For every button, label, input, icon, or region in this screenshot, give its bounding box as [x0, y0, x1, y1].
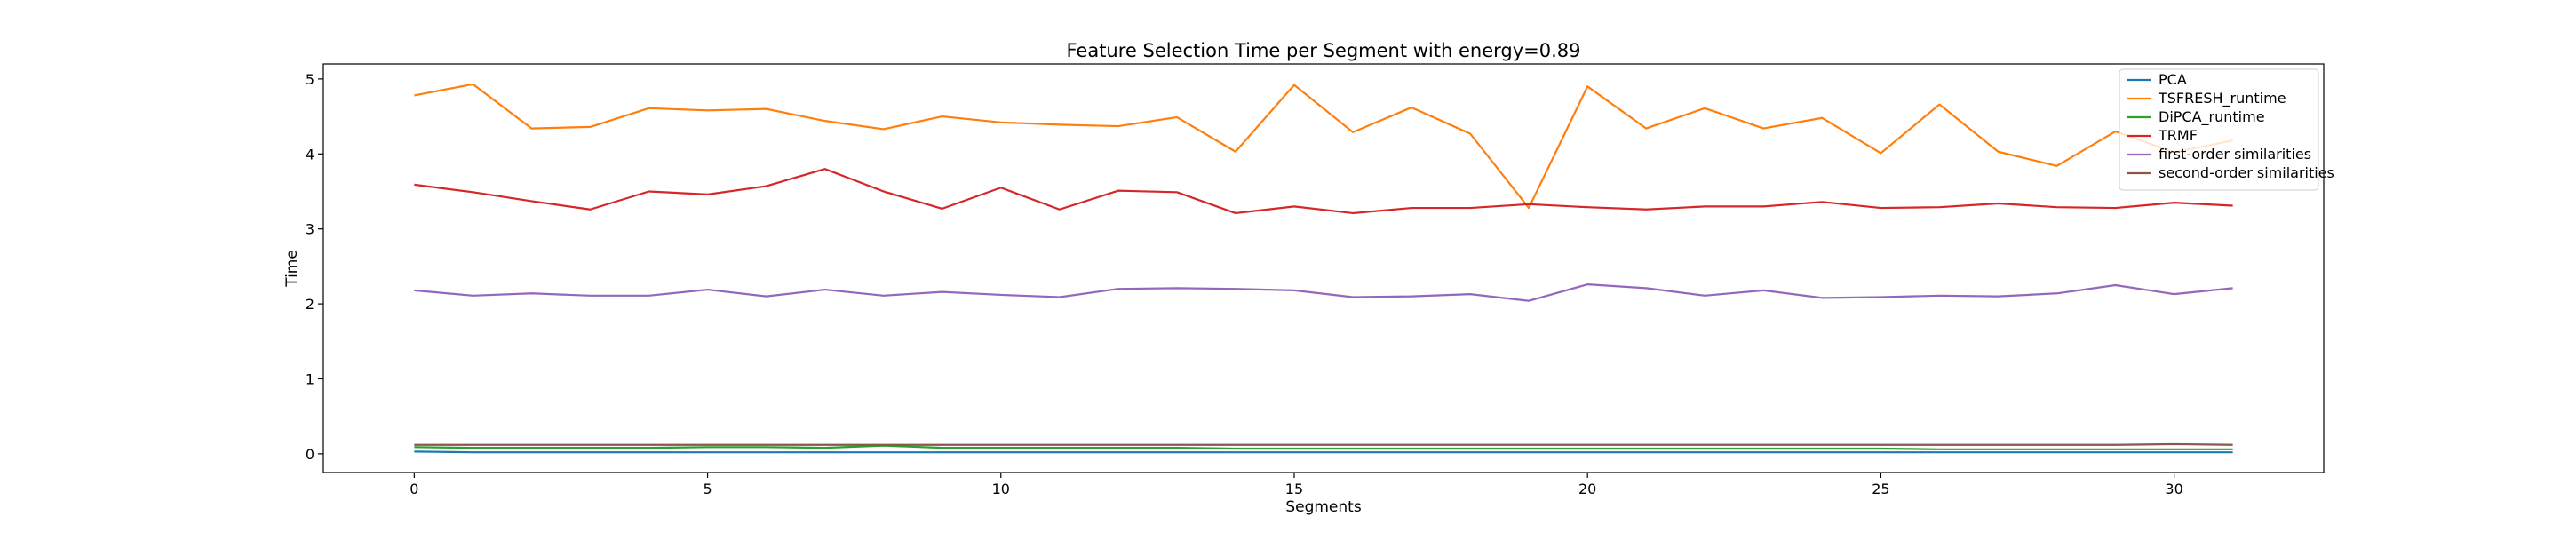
series-line-3 [414, 168, 2233, 215]
series-line-0 [414, 450, 2233, 454]
chart-title: Feature Selection Time per Segment with … [1066, 40, 1580, 61]
series-line-2 [414, 444, 2233, 450]
x-tick-label-2: 10 [992, 481, 1010, 497]
y-axis-label: Time [283, 250, 301, 288]
axis-ticks: 0 5 10 15 20 25 30 0 1 2 3 4 5 [306, 71, 2183, 497]
x-tick-label-0: 0 [409, 481, 418, 497]
plot-frame [322, 63, 2325, 473]
legend-box [2119, 68, 2319, 191]
legend-label-4: first-order similarities [2159, 146, 2311, 163]
plot-area [414, 83, 2233, 454]
legend-label-1: TSFRESH_runtime [2158, 90, 2286, 107]
x-tick-label-5: 25 [1872, 481, 1889, 497]
y-tick-label-0: 0 [306, 446, 314, 463]
x-tick-label-3: 15 [1285, 481, 1303, 497]
y-tick-label-4: 4 [306, 146, 314, 163]
x-tick-label-1: 5 [703, 481, 712, 497]
legend-label-2: DiPCA_runtime [2159, 108, 2265, 126]
series-line-1 [414, 83, 2233, 210]
legend-label-3: TRMF [2158, 127, 2198, 144]
x-axis-label: Segments [1285, 498, 1362, 516]
series-line-5 [414, 442, 2233, 446]
y-tick-label-3: 3 [306, 221, 314, 238]
x-tick-label-6: 30 [2165, 481, 2182, 497]
legend-label-5: second-order similarities [2159, 164, 2334, 181]
x-tick-label-4: 20 [1578, 481, 1596, 497]
series-line-4 [414, 283, 2233, 302]
y-tick-label-1: 1 [306, 370, 314, 387]
legend-label-0: PCA [2159, 71, 2187, 88]
y-tick-label-5: 5 [306, 71, 314, 88]
y-tick-label-2: 2 [306, 296, 314, 313]
